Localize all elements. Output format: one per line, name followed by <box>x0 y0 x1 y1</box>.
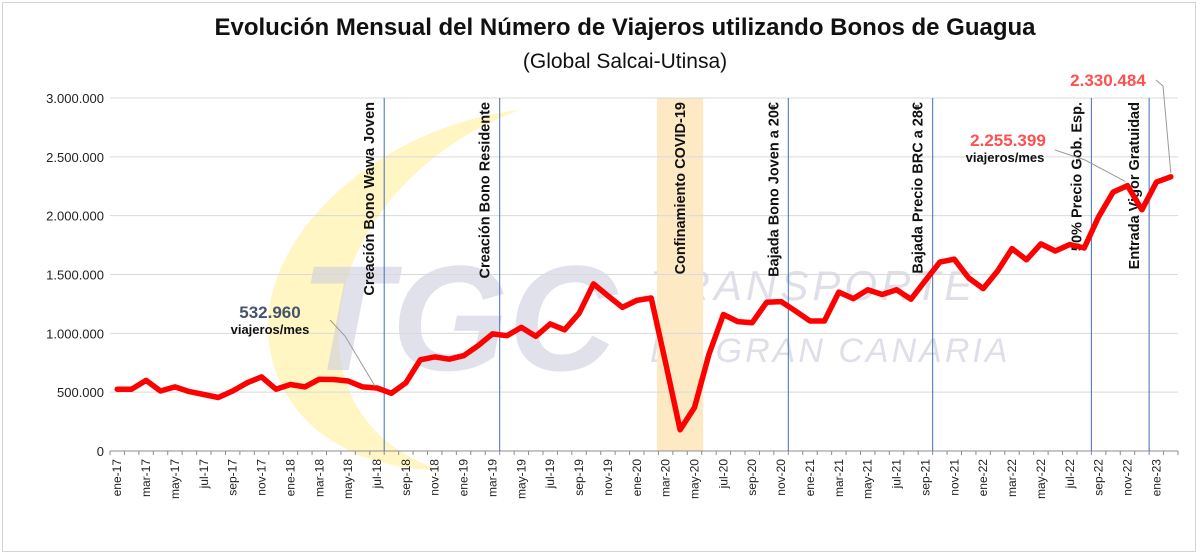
x-tick-label: nov-21 <box>947 459 961 496</box>
x-tick-label: jul-17 <box>197 459 211 490</box>
x-tick-label: ene-23 <box>1149 459 1163 497</box>
x-tick-label: jul-22 <box>1063 459 1077 490</box>
value-annotations: 532.960viajeros/mes2.255.399viajeros/mes… <box>231 71 1172 387</box>
event-label: Bajada Bono Joven a 20€ <box>766 102 782 277</box>
callout-unit: viajeros/mes <box>231 322 310 337</box>
y-tick-label: 2.500.000 <box>46 150 104 165</box>
x-tick-label: jul-19 <box>543 459 557 490</box>
watermark-logo: TGC <box>300 234 619 402</box>
x-tick-label: may-18 <box>341 459 355 499</box>
y-tick-label: 500.000 <box>57 385 104 400</box>
event-markers: Creación Bono Wawa Joven Creación Bono Re… <box>362 98 1150 451</box>
callout-value: 2.255.399 <box>970 131 1046 150</box>
x-tick-label: may-19 <box>514 459 528 499</box>
x-tick-label: ene-18 <box>283 459 297 497</box>
x-tick-label: may-22 <box>1034 459 1048 499</box>
x-tick-label: nov-19 <box>601 459 615 496</box>
x-tick-label: sep-22 <box>1092 459 1106 496</box>
event-label: Entrada Vigor Gratuidad <box>1127 102 1143 269</box>
x-tick-label: jul-18 <box>370 459 384 490</box>
series-line <box>114 174 1174 433</box>
x-tick-label: sep-18 <box>399 459 413 496</box>
y-gridlines <box>110 97 1178 452</box>
x-tick-label: mar-19 <box>485 459 499 497</box>
callout-leader <box>329 319 376 387</box>
y-tick-label: 2.000.000 <box>46 209 104 224</box>
x-tick-label: may-17 <box>168 459 182 499</box>
x-tick-label: ene-20 <box>630 459 644 497</box>
covid-label: Confinamiento COVID-19 <box>673 102 689 274</box>
series-layer <box>114 174 1174 433</box>
x-tick-label: mar-22 <box>1005 459 1019 497</box>
y-axis-ticks: 0 500.000 1.000.000 1.500.000 2.000.000 2.500… <box>46 91 104 459</box>
x-tick-label: sep-20 <box>745 459 759 496</box>
x-tick-label: nov-20 <box>774 459 788 496</box>
y-tick-label: 1.500.000 <box>46 268 104 283</box>
x-tick-label: jul-20 <box>716 459 730 490</box>
x-tick-label: ene-19 <box>457 459 471 497</box>
x-tick-label: may-20 <box>688 459 702 499</box>
x-tick-label: ene-21 <box>803 459 817 497</box>
y-tick-label: 1.000.000 <box>46 326 104 341</box>
chart-title: Evolución Mensual del Número de Viajeros… <box>214 14 1036 41</box>
callout-unit: viajeros/mes <box>966 150 1045 165</box>
x-tick-label: sep-19 <box>572 459 586 496</box>
x-tick-label: nov-17 <box>255 459 269 496</box>
x-tick-label: sep-17 <box>226 459 240 496</box>
x-tick-label: nov-22 <box>1120 459 1134 496</box>
x-tick-label: may-21 <box>861 459 875 499</box>
x-tick-label: jul-21 <box>890 459 904 490</box>
chart-subtitle: (Global Salcai-Utinsa) <box>522 50 728 73</box>
callout-value: 2.330.484 <box>1070 71 1146 90</box>
event-label: 50% Precio Gob. Esp. <box>1069 102 1085 251</box>
y-tick-label: 3.000.000 <box>46 91 104 106</box>
event-label: Bajada Precio BRC a 28€ <box>911 102 927 274</box>
x-axis: ene-17 mar-17 may-17 jul-17 sep-17 nov-17 ene-… <box>109 451 1179 499</box>
callout-leader <box>1054 149 1126 183</box>
x-tick-label: ene-17 <box>110 459 124 497</box>
callout-leader <box>1155 79 1172 173</box>
x-tick-label: mar-17 <box>139 459 153 497</box>
event-label: Creación Bono Wawa Joven <box>362 102 378 296</box>
x-tick-label: mar-18 <box>312 459 326 497</box>
x-tick-label: nov-18 <box>428 459 442 496</box>
callout-value: 532.960 <box>239 303 300 322</box>
event-label: Creación Bono Residente <box>478 102 494 278</box>
y-tick-label: 0 <box>97 444 104 459</box>
x-tick-label: mar-21 <box>832 459 846 497</box>
x-tick-label: mar-20 <box>659 459 673 497</box>
x-tick-label: ene-22 <box>976 459 990 497</box>
x-tick-label: sep-21 <box>918 459 932 496</box>
